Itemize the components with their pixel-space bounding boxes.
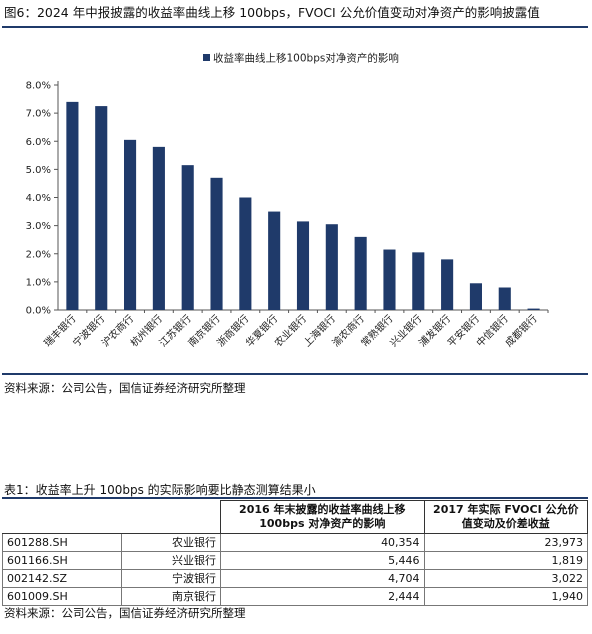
title-rule — [2, 26, 588, 28]
bar — [181, 165, 194, 310]
cell-col1: 40,354 — [220, 533, 425, 552]
data-table: 2016 年末披露的收益率曲线上移 100bps 对净资产的影响 2017 年实… — [2, 500, 589, 606]
figure-title: 图6：2024 年中报披露的收益率曲线上移 100bps，FVOCI 公允价值变… — [4, 5, 540, 20]
bar — [296, 221, 310, 310]
y-tick-label: 7.0% — [26, 109, 51, 120]
y-tick-label: 6.0% — [26, 137, 51, 148]
bar — [95, 106, 108, 310]
table-top-rule — [2, 497, 588, 499]
bar — [325, 224, 338, 310]
y-tick-label: 2.0% — [26, 249, 51, 260]
table-row: 601009.SH 南京银行 2,444 1,940 — [2, 587, 589, 606]
cell-col1: 5,446 — [220, 551, 425, 570]
chart-bars — [66, 101, 540, 310]
bar — [469, 283, 482, 310]
bar — [66, 101, 79, 310]
bar — [441, 259, 454, 310]
table-row: 601166.SH 兴业银行 5,446 1,819 — [2, 551, 589, 570]
bar — [239, 197, 252, 310]
table-header-row: 2016 年末披露的收益率曲线上移 100bps 对净资产的影响 2017 年实… — [2, 500, 589, 534]
y-tick-label: 8.0% — [26, 81, 51, 92]
bar — [498, 287, 511, 310]
bar-chart: 收益率曲线上移100bps对净资产的影响 0.0% 1.0% 2.0% 3.0% 4.0… — [26, 52, 549, 349]
bar — [383, 249, 396, 310]
header-blank — [2, 500, 221, 534]
table-source: 资料来源：公司公告，国信证券经济研究所整理 — [4, 606, 246, 620]
bar — [152, 146, 165, 310]
bar — [527, 308, 540, 310]
figure-source: 资料来源：公司公告，国信证券经济研究所整理 — [4, 381, 246, 395]
cell-code: 002142.SZ — [2, 569, 122, 588]
legend-swatch — [203, 54, 210, 61]
y-tick-label: 1.0% — [26, 277, 51, 288]
bar — [412, 252, 425, 310]
cell-col2: 3,022 — [423, 569, 589, 588]
y-tick-label: 0.0% — [26, 306, 51, 317]
x-tick-labels: 瑞丰银行宁波银行沪农商行杭州银行江苏银行南京银行浙商银行华夏银行农业银行上海银行… — [41, 310, 549, 349]
y-tick-label: 5.0% — [26, 165, 51, 176]
chart-axes: 0.0% 1.0% 2.0% 3.0% 4.0% 5.0% 6.0% 7.0% 8.0% — [26, 81, 548, 317]
y-tick-label: 4.0% — [26, 193, 51, 204]
y-tick-label: 3.0% — [26, 221, 51, 232]
x-tick-label: 成都银行 — [502, 312, 539, 349]
bar — [210, 177, 223, 310]
bar — [354, 236, 367, 310]
bar — [124, 139, 137, 310]
cell-name: 兴业银行 — [121, 551, 221, 570]
header-2016: 2016 年末披露的收益率曲线上移 100bps 对净资产的影响 — [220, 500, 425, 534]
table-title: 表1：收益率上升 100bps 的实际影响要比静态测算结果小 — [4, 483, 316, 497]
header-2017: 2017 年实际 FVOCI 公允价值变动及价差收益 — [423, 500, 589, 534]
cell-name: 农业银行 — [121, 533, 221, 552]
cell-col1: 4,704 — [220, 569, 425, 588]
table-row: 002142.SZ 宁波银行 4,704 3,022 — [2, 569, 589, 588]
cell-col2: 23,973 — [423, 533, 589, 552]
cell-col2: 1,819 — [423, 551, 589, 570]
cell-code: 601288.SH — [2, 533, 122, 552]
legend-label: 收益率曲线上移100bps对净资产的影响 — [213, 52, 399, 65]
cell-code: 601166.SH — [2, 551, 122, 570]
cell-col2: 1,940 — [423, 587, 589, 606]
chart-legend: 收益率曲线上移100bps对净资产的影响 — [203, 52, 399, 65]
cell-code: 601009.SH — [2, 587, 122, 606]
cell-name: 宁波银行 — [121, 569, 221, 588]
cell-name: 南京银行 — [121, 587, 221, 606]
table-row: 601288.SH 农业银行 40,354 23,973 — [2, 533, 589, 552]
cell-col1: 2,444 — [220, 587, 425, 606]
chart-bottom-rule — [2, 373, 588, 375]
bar — [268, 211, 281, 310]
